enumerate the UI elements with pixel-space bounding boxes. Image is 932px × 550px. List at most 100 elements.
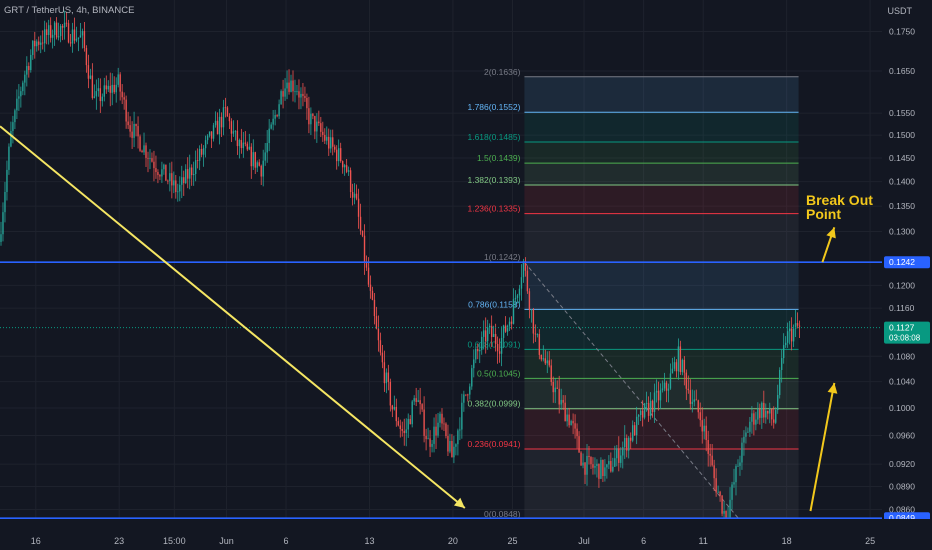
- candle-body[interactable]: [453, 446, 455, 458]
- candle-body[interactable]: [699, 412, 701, 421]
- candle-body[interactable]: [79, 35, 82, 38]
- candle-body[interactable]: [520, 277, 523, 289]
- candle-body[interactable]: [693, 399, 695, 402]
- candle-body[interactable]: [608, 461, 610, 465]
- candle-body[interactable]: [387, 372, 390, 382]
- candle-body[interactable]: [667, 388, 670, 391]
- candle-body[interactable]: [302, 93, 304, 97]
- candle-body[interactable]: [614, 458, 616, 467]
- candle-body[interactable]: [204, 140, 207, 149]
- time-axis[interactable]: [0, 519, 932, 550]
- candle-body[interactable]: [439, 413, 441, 423]
- candle-body[interactable]: [69, 42, 72, 44]
- candle-body[interactable]: [502, 325, 505, 338]
- candle-body[interactable]: [506, 325, 509, 332]
- candle-body[interactable]: [403, 430, 405, 434]
- candle-body[interactable]: [377, 328, 380, 341]
- candle-body[interactable]: [196, 160, 199, 161]
- candle-body[interactable]: [479, 349, 481, 352]
- candle-body[interactable]: [409, 418, 411, 425]
- candle-body[interactable]: [546, 360, 548, 364]
- candle-body[interactable]: [695, 399, 697, 401]
- candle-body[interactable]: [298, 91, 300, 98]
- candle-body[interactable]: [473, 359, 475, 369]
- candle-body[interactable]: [278, 104, 280, 117]
- candle-body[interactable]: [665, 382, 668, 391]
- candle-body[interactable]: [183, 177, 185, 184]
- candle-body[interactable]: [165, 164, 167, 181]
- candle-body[interactable]: [796, 323, 799, 326]
- candle-body[interactable]: [639, 410, 642, 415]
- candle-body[interactable]: [743, 436, 745, 443]
- candle-body[interactable]: [719, 491, 721, 496]
- candle-body[interactable]: [18, 96, 20, 99]
- candle-body[interactable]: [208, 131, 211, 136]
- candle-body[interactable]: [107, 85, 109, 90]
- candle-body[interactable]: [653, 392, 656, 412]
- candle-body[interactable]: [20, 91, 22, 97]
- candle-body[interactable]: [775, 410, 777, 423]
- candle-body[interactable]: [661, 388, 664, 391]
- candle-body[interactable]: [481, 336, 483, 350]
- candle-body[interactable]: [177, 191, 179, 193]
- candle-body[interactable]: [145, 145, 147, 158]
- candle-body[interactable]: [234, 130, 237, 132]
- candle-body[interactable]: [570, 421, 572, 426]
- candle-body[interactable]: [407, 418, 409, 430]
- candle-body[interactable]: [645, 403, 648, 404]
- candle-body[interactable]: [401, 428, 403, 431]
- candle-body[interactable]: [38, 41, 40, 45]
- candle-body[interactable]: [83, 31, 86, 49]
- candle-body[interactable]: [264, 152, 266, 161]
- candle-body[interactable]: [246, 143, 249, 150]
- candle-body[interactable]: [427, 438, 429, 440]
- candle-body[interactable]: [512, 299, 515, 324]
- candle-body[interactable]: [187, 169, 189, 179]
- candle-body[interactable]: [486, 327, 489, 342]
- candle-body[interactable]: [433, 426, 435, 444]
- candle-body[interactable]: [294, 91, 296, 93]
- candle-body[interactable]: [663, 382, 666, 389]
- candle-body[interactable]: [192, 174, 195, 176]
- candle-body[interactable]: [647, 403, 650, 416]
- candle-body[interactable]: [286, 82, 288, 89]
- candle-body[interactable]: [687, 388, 690, 391]
- candle-body[interactable]: [250, 146, 252, 167]
- candle-body[interactable]: [338, 148, 340, 162]
- candle-body[interactable]: [510, 321, 513, 324]
- candle-body[interactable]: [248, 146, 250, 150]
- candle-body[interactable]: [779, 369, 781, 396]
- candle-body[interactable]: [167, 180, 169, 182]
- candle-body[interactable]: [349, 170, 352, 193]
- trend-line[interactable]: [0, 125, 466, 509]
- candle-body[interactable]: [268, 128, 270, 144]
- candle-body[interactable]: [210, 131, 213, 139]
- candle-body[interactable]: [715, 478, 717, 493]
- candle-body[interactable]: [200, 148, 203, 155]
- candle-body[interactable]: [53, 22, 56, 35]
- candle-body[interactable]: [610, 461, 612, 472]
- candle-body[interactable]: [171, 173, 173, 186]
- candle-body[interactable]: [121, 91, 123, 98]
- candle-body[interactable]: [582, 462, 584, 466]
- candle-body[interactable]: [345, 165, 348, 172]
- candle-body[interactable]: [87, 65, 90, 79]
- candle-body[interactable]: [681, 359, 684, 373]
- candle-body[interactable]: [755, 419, 757, 425]
- candle-body[interactable]: [4, 191, 6, 213]
- candle-body[interactable]: [514, 297, 517, 300]
- candle-body[interactable]: [532, 309, 535, 334]
- candle-body[interactable]: [288, 82, 290, 92]
- candle-body[interactable]: [32, 40, 34, 55]
- candle-body[interactable]: [449, 440, 451, 452]
- candle-body[interactable]: [73, 29, 76, 41]
- candle-body[interactable]: [105, 85, 107, 90]
- candle-body[interactable]: [757, 409, 759, 420]
- candle-body[interactable]: [300, 93, 302, 98]
- candle-body[interactable]: [735, 466, 737, 483]
- candle-body[interactable]: [230, 121, 233, 134]
- candle-body[interactable]: [580, 452, 582, 466]
- candle-body[interactable]: [42, 42, 44, 44]
- candle-body[interactable]: [198, 148, 201, 161]
- candle-body[interactable]: [51, 34, 54, 38]
